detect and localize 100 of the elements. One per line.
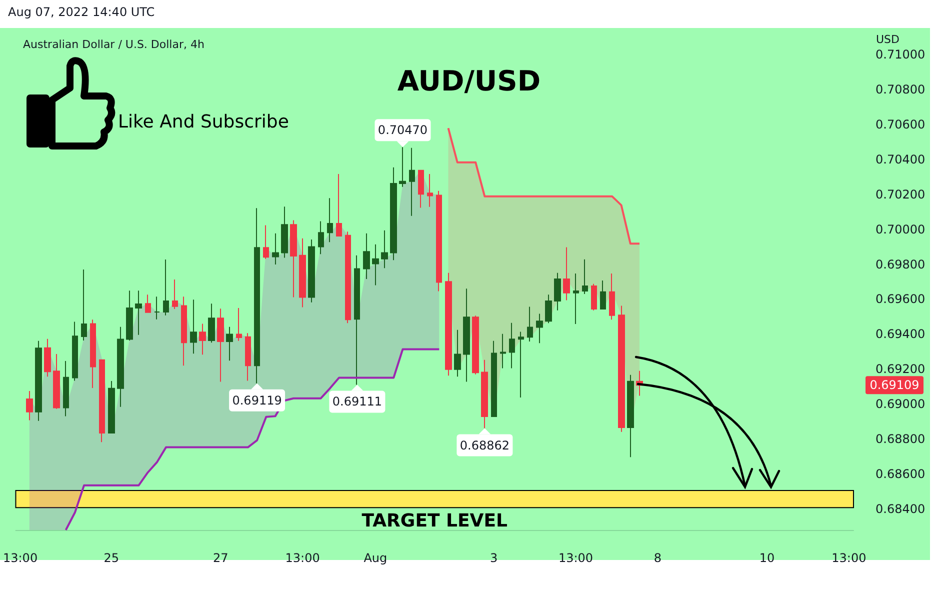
candlestick: [281, 206, 288, 258]
text: Aug 07, 2022 14:40 UTC: [8, 5, 155, 19]
candlestick: [35, 340, 42, 422]
candlestick: [418, 170, 424, 208]
candlestick: [390, 166, 397, 261]
candlestick: [354, 254, 360, 386]
candlestick: [381, 230, 388, 269]
annotation: 0.69119: [232, 393, 282, 408]
candlestick: [290, 220, 297, 298]
y-tick-label: 0.68400: [876, 502, 926, 516]
y-tick-label: 0.70800: [876, 82, 926, 96]
x-tick-label: Aug: [364, 551, 388, 565]
y-tick-label: 0.70600: [876, 117, 926, 132]
candlestick: [491, 340, 497, 418]
candlestick: [272, 232, 279, 265]
candlestick: [481, 359, 488, 429]
candlestick: [163, 259, 169, 316]
candlestick: [618, 305, 625, 432]
y-tick-label: 0.70200: [876, 187, 926, 202]
x-tick-label: 27: [212, 551, 228, 565]
x-tick-label: 13:00: [2, 551, 38, 565]
annotation: 0.69111: [332, 394, 382, 409]
candlestick: [53, 353, 60, 410]
y-tick-label: 0.69600: [876, 292, 926, 306]
y-tick-label: 0.70000: [876, 222, 926, 236]
y-tick-label: 0.69200: [876, 362, 926, 376]
candlestick: [81, 269, 87, 341]
candlestick: [472, 315, 479, 375]
candlestick: [518, 331, 524, 398]
candlestick: [436, 190, 442, 292]
y-tick-label: 0.68800: [876, 432, 926, 446]
candlestick: [554, 272, 561, 311]
candlestick: [454, 329, 461, 378]
candlestick: [427, 174, 433, 208]
candlestick: [245, 332, 251, 382]
candlestick: [236, 307, 242, 342]
candlestick: [126, 290, 133, 341]
y-tick-label: 0.69400: [876, 327, 926, 342]
text: 0.69109: [870, 378, 920, 392]
candlestick: [26, 390, 33, 421]
candlestick: [135, 290, 142, 336]
candlestick: [573, 273, 579, 325]
candlestick: [208, 303, 215, 344]
candlestick: [463, 288, 470, 382]
candlestick: [509, 322, 515, 369]
candlestick: [299, 238, 306, 308]
candlestick: [545, 294, 552, 324]
candlestick: [90, 319, 96, 389]
y-tick-label: 0.70400: [876, 152, 926, 166]
candlestick: [445, 272, 452, 376]
x-tick-label: 3: [490, 551, 498, 565]
candlestick: [108, 380, 115, 434]
candlestick: [44, 338, 51, 378]
text: AUD/USD: [397, 64, 541, 98]
candlestick: [627, 374, 634, 458]
x-tick-label: 8: [654, 551, 662, 565]
text: Australian Dollar / U.S. Dollar, 4h: [23, 38, 204, 51]
candlestick: [399, 146, 406, 188]
y-tick-label: 0.68600: [876, 467, 926, 482]
candlestick: [363, 232, 370, 280]
candlestick: [154, 296, 160, 320]
candlestick: [409, 147, 415, 216]
candlestick: [327, 198, 333, 243]
candlestick: [345, 231, 351, 324]
candlestick: [226, 326, 233, 362]
candlestick: [582, 258, 588, 294]
candlestick: [172, 278, 178, 310]
candlestick: [600, 280, 606, 310]
line-series: [64, 348, 440, 531]
candlestick: [336, 174, 342, 236]
candlestick: [536, 313, 543, 344]
annotation: 0.70470: [378, 123, 428, 138]
annotation: 0.68862: [460, 438, 510, 452]
x-tick-label: 25: [104, 551, 119, 565]
candlestick: [117, 326, 124, 408]
y-tick-label: 0.69000: [876, 397, 926, 412]
candlestick: [190, 299, 197, 354]
x-tick-label: 10: [759, 551, 775, 565]
candlestick: [372, 244, 379, 286]
candlestick: [500, 333, 506, 369]
candlestick: [145, 294, 151, 313]
candlestick: [217, 308, 224, 382]
x-tick-label: 13:00: [558, 551, 594, 565]
candlestick: [609, 273, 615, 320]
candlestick: [181, 296, 187, 366]
y-tick-label: 0.69800: [876, 257, 926, 272]
x-tick-label: 13:00: [832, 551, 866, 565]
candlestick: [63, 360, 69, 417]
y-axis-title: USD: [876, 33, 900, 46]
candlestick: [199, 323, 206, 356]
annotation: Like And Subscribe: [118, 112, 289, 132]
line-series: [447, 127, 641, 245]
candlestick: [72, 321, 78, 382]
candlestick: [563, 246, 570, 301]
x-tick-label: 13:00: [285, 551, 320, 565]
band-label: TARGET LEVEL: [362, 510, 508, 532]
candlestick: [591, 283, 597, 311]
y-tick-label: 0.71000: [876, 47, 926, 62]
candlestick: [318, 220, 324, 255]
candlestick: [254, 208, 260, 384]
